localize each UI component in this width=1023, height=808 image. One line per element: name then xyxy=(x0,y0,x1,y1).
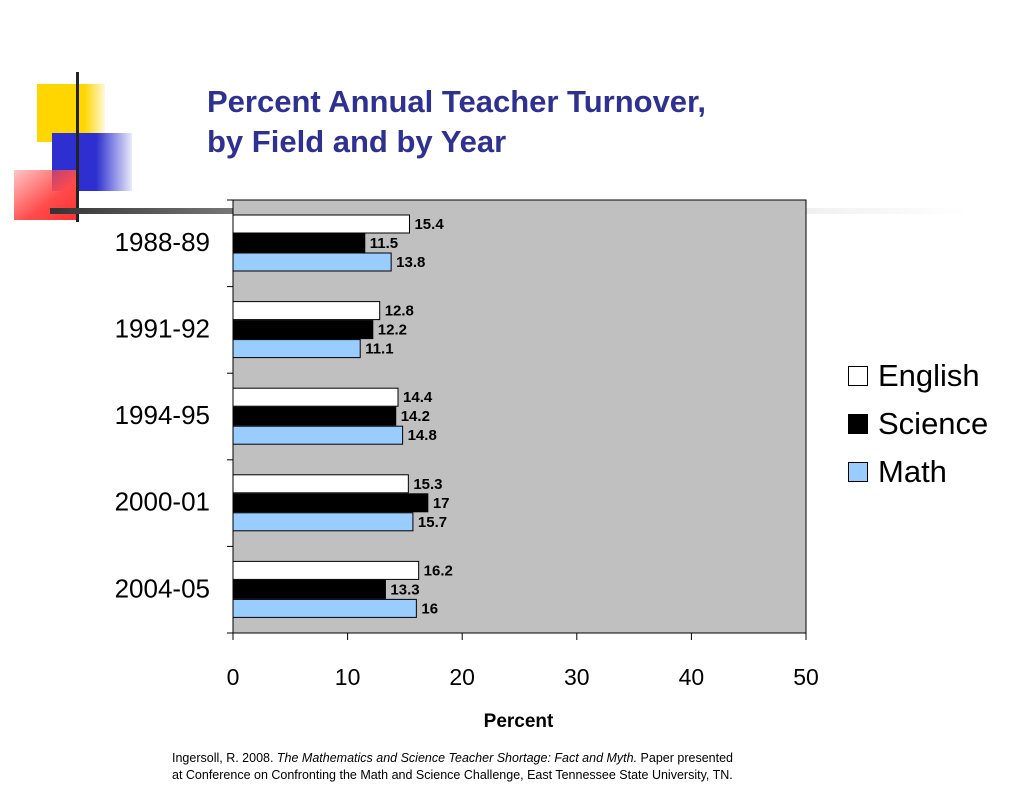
bar-science xyxy=(232,233,366,253)
chart-title-line-2: by Field and by Year xyxy=(207,124,507,159)
data-label: 16 xyxy=(421,600,438,617)
data-label: 11.5 xyxy=(370,235,398,252)
citation-author: Ingersoll, R. 2008. xyxy=(172,751,277,765)
data-label: 13.3 xyxy=(390,581,419,598)
x-tick-label: 30 xyxy=(564,664,590,690)
legend-item-science: Science xyxy=(848,400,988,448)
category-label: 1994-95 xyxy=(115,400,210,430)
data-label: 12.8 xyxy=(385,303,414,320)
bar-math xyxy=(232,339,361,359)
data-label: 13.8 xyxy=(396,254,425,271)
data-label: 15.7 xyxy=(418,514,447,531)
data-label: 16.2 xyxy=(424,562,453,579)
legend-label-english: English xyxy=(878,358,980,393)
bar-math xyxy=(232,252,392,272)
category-label: 1988-89 xyxy=(115,227,210,257)
legend-swatch-science xyxy=(848,414,868,434)
x-tick-label: 40 xyxy=(679,664,705,690)
bar-science xyxy=(232,579,386,599)
legend-label-science: Science xyxy=(878,406,989,441)
data-label: 14.4 xyxy=(403,389,433,406)
chart-title: Percent Annual Teacher Turnover, by Fiel… xyxy=(207,82,706,162)
bar-math xyxy=(232,425,404,445)
data-label: 17 xyxy=(433,495,450,512)
bar-english xyxy=(232,387,399,407)
data-label: 14.2 xyxy=(401,408,430,425)
category-label: 2000-01 xyxy=(115,487,210,517)
citation-note: Paper presented xyxy=(637,751,733,765)
data-label: 15.4 xyxy=(414,216,444,233)
x-tick-label: 20 xyxy=(449,664,475,690)
data-label: 11.1 xyxy=(365,341,393,358)
bar-english xyxy=(232,560,420,580)
citation-line-2: at Conference on Confronting the Math an… xyxy=(172,768,733,782)
bar-science xyxy=(232,406,397,426)
citation-title: The Mathematics and Science Teacher Shor… xyxy=(276,751,638,765)
legend-swatch-english xyxy=(848,366,868,386)
x-tick-label: 10 xyxy=(335,664,361,690)
bar-english xyxy=(232,474,409,494)
data-label: 15.3 xyxy=(413,476,442,493)
legend: English Science Math xyxy=(848,352,988,496)
decorative-yellow-square xyxy=(37,84,105,142)
citation: Ingersoll, R. 2008. The Mathematics and … xyxy=(172,750,733,784)
bar-english xyxy=(232,301,381,321)
legend-item-english: English xyxy=(848,352,988,400)
category-label: 1991-92 xyxy=(115,313,210,343)
legend-item-math: Math xyxy=(848,448,988,496)
x-tick-label: 0 xyxy=(227,664,240,690)
bar-science xyxy=(232,493,429,513)
bar-math xyxy=(232,598,417,618)
chart-title-line-1: Percent Annual Teacher Turnover, xyxy=(207,84,707,119)
x-axis-title: Percent xyxy=(484,711,554,732)
citation-line-1: Ingersoll, R. 2008. The Mathematics and … xyxy=(172,750,733,767)
bar-science xyxy=(232,320,374,340)
bar-english xyxy=(232,214,410,234)
data-label: 14.8 xyxy=(408,427,437,444)
x-tick-label: 50 xyxy=(793,664,819,690)
data-label: 12.2 xyxy=(378,322,407,339)
category-label: 2004-05 xyxy=(115,573,210,603)
bar-math xyxy=(232,512,414,532)
legend-swatch-math xyxy=(848,462,868,482)
legend-label-math: Math xyxy=(878,454,947,489)
decorative-vertical-line xyxy=(76,72,79,222)
